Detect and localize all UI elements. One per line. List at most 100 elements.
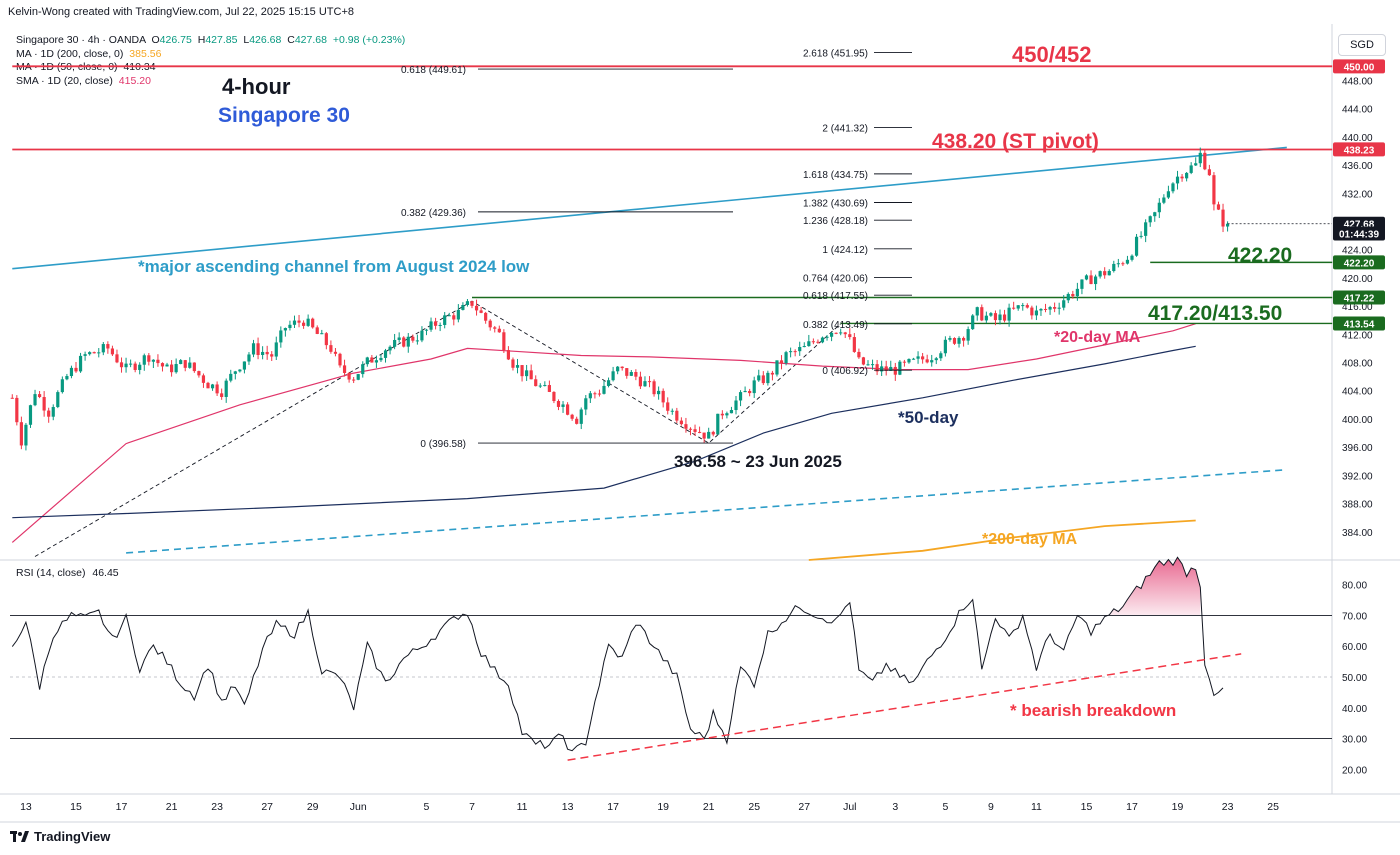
- candle-body: [493, 327, 497, 329]
- candle-body: [1162, 197, 1166, 203]
- candle-body: [597, 393, 602, 395]
- candle-body: [406, 336, 410, 347]
- candle-body: [971, 315, 975, 330]
- abc-wave-path: [34, 300, 842, 557]
- ma50-line: [12, 345, 1196, 519]
- candle-body: [925, 359, 929, 363]
- candle-body: [156, 359, 160, 364]
- legend-row-ma200[interactable]: MA · 1D (200, close, 0) 385.56: [16, 48, 405, 62]
- candle-body: [297, 320, 301, 323]
- time-tick-label: 11: [1031, 801, 1042, 813]
- tradingview-logo[interactable]: TradingView: [10, 829, 110, 844]
- candle-body: [415, 340, 419, 342]
- candle-body: [192, 362, 196, 372]
- candle-body: [311, 318, 315, 328]
- currency-button[interactable]: SGD: [1338, 34, 1386, 56]
- candle-body: [42, 397, 46, 411]
- candle-body: [1116, 263, 1120, 265]
- candle-body: [657, 390, 661, 395]
- price-badge-label: 422.20: [1344, 258, 1375, 269]
- channel-lower-line: [126, 468, 1287, 554]
- candle-body: [716, 413, 720, 435]
- candle-body: [543, 385, 547, 387]
- candle-body: [538, 385, 542, 387]
- legend-row-sma20[interactable]: SMA · 1D (20, close) 415.20: [16, 75, 405, 89]
- candle-body: [893, 366, 897, 375]
- fibonacci-levels: 0.618 (449.61) 0.382 (429.36) 0 (396.58) 2.…: [401, 49, 912, 450]
- candle-body: [220, 393, 224, 397]
- candle-body: [757, 375, 761, 381]
- rsi-legend[interactable]: RSI (14, close) 46.45: [16, 567, 119, 579]
- candle-body: [989, 313, 993, 316]
- candle-body: [711, 431, 715, 435]
- candle-body: [1016, 305, 1020, 309]
- candle-body: [238, 369, 242, 372]
- candle-body: [980, 307, 984, 321]
- candle-body: [984, 315, 988, 321]
- rsi-tick-label: 30.00: [1342, 735, 1367, 746]
- price-tick-label: 388.00: [1342, 500, 1373, 511]
- candle-body: [1139, 235, 1143, 237]
- candle-body: [1180, 176, 1184, 179]
- candle-body: [1221, 209, 1225, 227]
- candle-body: [420, 330, 424, 341]
- time-tick-label: 7: [469, 801, 475, 813]
- candle-body: [306, 318, 310, 326]
- price-badge: [1333, 142, 1385, 157]
- rsi-tick-label: 60.00: [1342, 642, 1367, 653]
- candle-body: [233, 371, 237, 374]
- candle-body: [324, 333, 328, 346]
- candle-body: [793, 351, 797, 353]
- rsi-overbought-area: [1109, 557, 1201, 616]
- candle-body: [488, 320, 492, 328]
- candles: [10, 147, 1230, 451]
- candle-body: [707, 431, 711, 439]
- candle-body: [1043, 308, 1048, 310]
- candle-body: [160, 363, 165, 367]
- candle-body: [1012, 307, 1016, 309]
- candle-body: [65, 376, 69, 380]
- annotation-low-date: 396.58 ~ 23 Jun 2025: [674, 452, 842, 471]
- price-badge: [1333, 316, 1385, 331]
- candle-body: [511, 359, 515, 368]
- price-badge-label: 438.23: [1344, 145, 1375, 156]
- candle-body: [1134, 236, 1139, 256]
- candle-body: [142, 355, 146, 365]
- candle-body: [224, 380, 228, 397]
- candle-body: [347, 372, 351, 380]
- candle-body: [265, 351, 269, 355]
- time-tick-label: 19: [657, 801, 669, 813]
- annotation-417-413-support: 417.20/413.50: [1148, 302, 1282, 325]
- candle-body: [966, 329, 970, 341]
- legend-symbol[interactable]: Singapore 30 · 4h · OANDA: [16, 34, 146, 46]
- price-tick-label: 404.00: [1342, 387, 1373, 398]
- candle-body: [902, 361, 907, 363]
- legend-high-label: H: [197, 34, 206, 46]
- candle-body: [169, 364, 174, 373]
- candle-body: [151, 359, 155, 362]
- time-tick-label: Jul: [843, 801, 856, 813]
- candle-body: [1157, 202, 1161, 213]
- candle-body: [1057, 307, 1061, 309]
- candle-body: [784, 352, 788, 364]
- fib-right-label: 2 (441.32): [822, 124, 868, 135]
- candle-body: [861, 357, 866, 365]
- candle-body: [588, 393, 592, 399]
- time-tick-label: 23: [211, 801, 223, 813]
- candle-body: [961, 337, 966, 341]
- candle-body: [1166, 191, 1171, 198]
- candle-body: [798, 347, 802, 352]
- price-tick-label: 440.00: [1342, 133, 1373, 144]
- candle-body: [802, 346, 806, 348]
- time-tick-label: 17: [116, 801, 128, 813]
- candle-body: [165, 364, 169, 367]
- fib-right-label: 0.382 (413.49): [803, 320, 868, 331]
- candle-body: [693, 429, 697, 432]
- candle-body: [916, 356, 920, 359]
- candle-body: [702, 432, 706, 439]
- candle-body: [643, 381, 647, 387]
- candle-body: [843, 332, 847, 335]
- candle-body: [911, 358, 916, 360]
- candle-body: [1053, 307, 1057, 309]
